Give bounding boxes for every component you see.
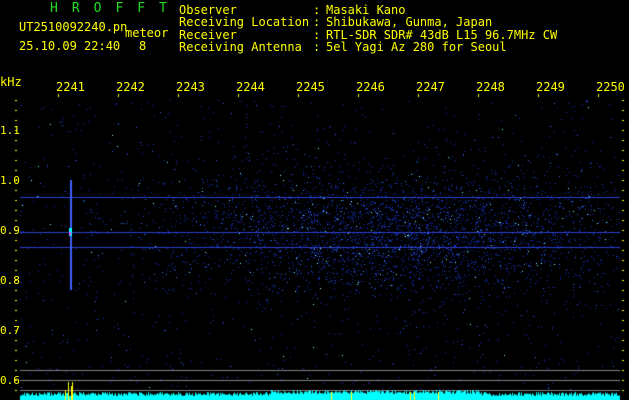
field-label: Receiver [179,27,237,42]
field-value: RTL-SDR SDR# 43dB L15 96.7MHz CW [326,27,558,42]
freq-tick-label: 2250 [596,80,625,94]
y-tick-label: 0.9 [0,224,20,237]
freq-tick-label: 2241 [56,80,85,94]
freq-tick-label: 2246 [356,80,385,94]
y-tick-label: 0.6 [0,374,20,387]
unit-label: kHz [0,75,22,89]
count: 8 [139,39,147,53]
field-label: Receiving Antenna [179,39,302,54]
field-separator: : [313,15,321,30]
freq-tick-label: 2244 [236,80,265,94]
y-tick-label: 1.1 [0,124,20,137]
field-label: Receiving Location [179,15,310,30]
field-value: Masaki Kano [326,3,406,17]
freq-tick-label: 2249 [536,80,565,94]
field-separator: : [313,39,321,54]
field-separator: : [313,27,321,42]
app-title: HROFFT [50,1,181,16]
field-label: Observer [179,3,237,17]
field-value: 5el Yagi Az 280 for Seoul [326,39,507,54]
y-tick-label: 0.7 [0,324,20,337]
freq-tick-label: 2243 [176,80,205,94]
field-value: Shibukawa, Gunma, Japan [326,15,493,30]
mode-label: meteor [125,26,169,40]
y-tick-label: 1.0 [0,174,20,187]
freq-tick-label: 2242 [116,80,145,94]
freq-tick-label: 2247 [416,80,445,94]
freq-tick-label: 2245 [296,80,325,94]
y-tick-label: 0.8 [0,274,20,287]
datetime: 25.10.09 22:40 [19,39,121,53]
field-separator: : [313,3,321,17]
filename: UT2510092240.pn [19,20,128,34]
freq-tick-label: 2248 [476,80,505,94]
